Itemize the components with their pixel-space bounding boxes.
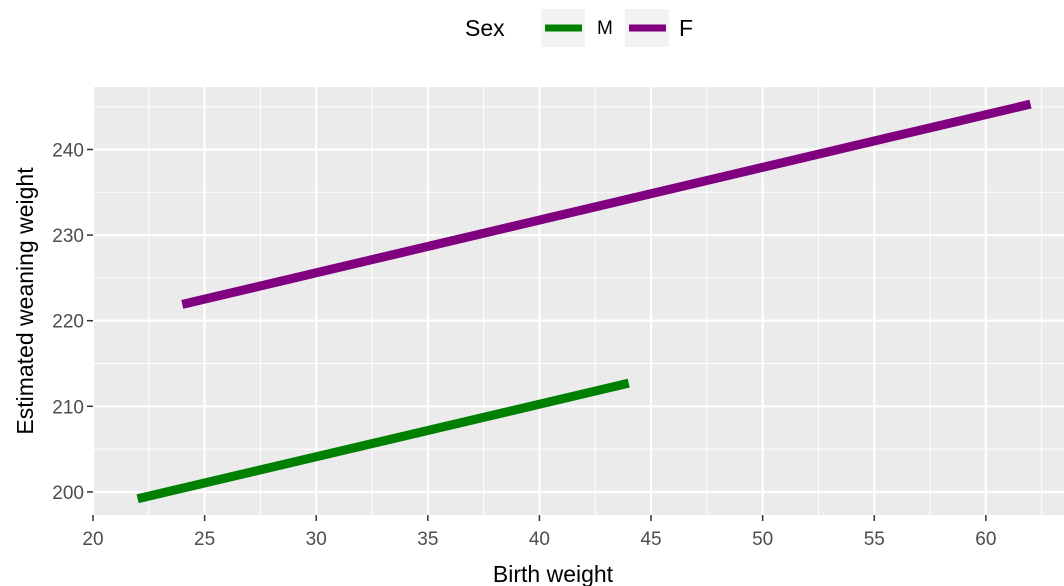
- series-layer: [136, 99, 1032, 504]
- x-tick-label: 55: [864, 529, 885, 550]
- x-tick-label: 40: [529, 529, 550, 550]
- legend-label-m: M: [597, 18, 613, 39]
- x-tick-label: 45: [640, 529, 661, 550]
- y-axis-title: Estimated weaning weight: [12, 167, 38, 435]
- y-tick-label: 220: [52, 312, 84, 333]
- series-line-f: [181, 99, 1032, 309]
- legend: Sex M F: [465, 9, 693, 47]
- series-line-m: [136, 378, 630, 504]
- x-tick-label: 20: [82, 529, 103, 550]
- y-axis: 200 210 220 230 240: [52, 140, 93, 504]
- x-tick-label: 30: [306, 529, 327, 550]
- y-tick-label: 230: [52, 226, 84, 247]
- x-tick-label: 50: [752, 529, 773, 550]
- y-tick-label: 240: [52, 140, 84, 161]
- y-tick-label: 200: [52, 483, 84, 504]
- x-tick-label: 25: [194, 529, 215, 550]
- legend-label-f: F: [679, 15, 693, 41]
- panel-background: [93, 87, 1064, 515]
- legend-title: Sex: [465, 15, 505, 41]
- y-tick-label: 210: [52, 397, 84, 418]
- x-axis: 20 25 30 35 40 45 50 55 60: [82, 515, 996, 550]
- x-tick-label: 35: [417, 529, 438, 550]
- minor-gridlines: [93, 87, 1064, 515]
- x-axis-title: Birth weight: [493, 561, 614, 586]
- major-gridlines: [91, 87, 1064, 515]
- x-tick-label: 60: [975, 529, 996, 550]
